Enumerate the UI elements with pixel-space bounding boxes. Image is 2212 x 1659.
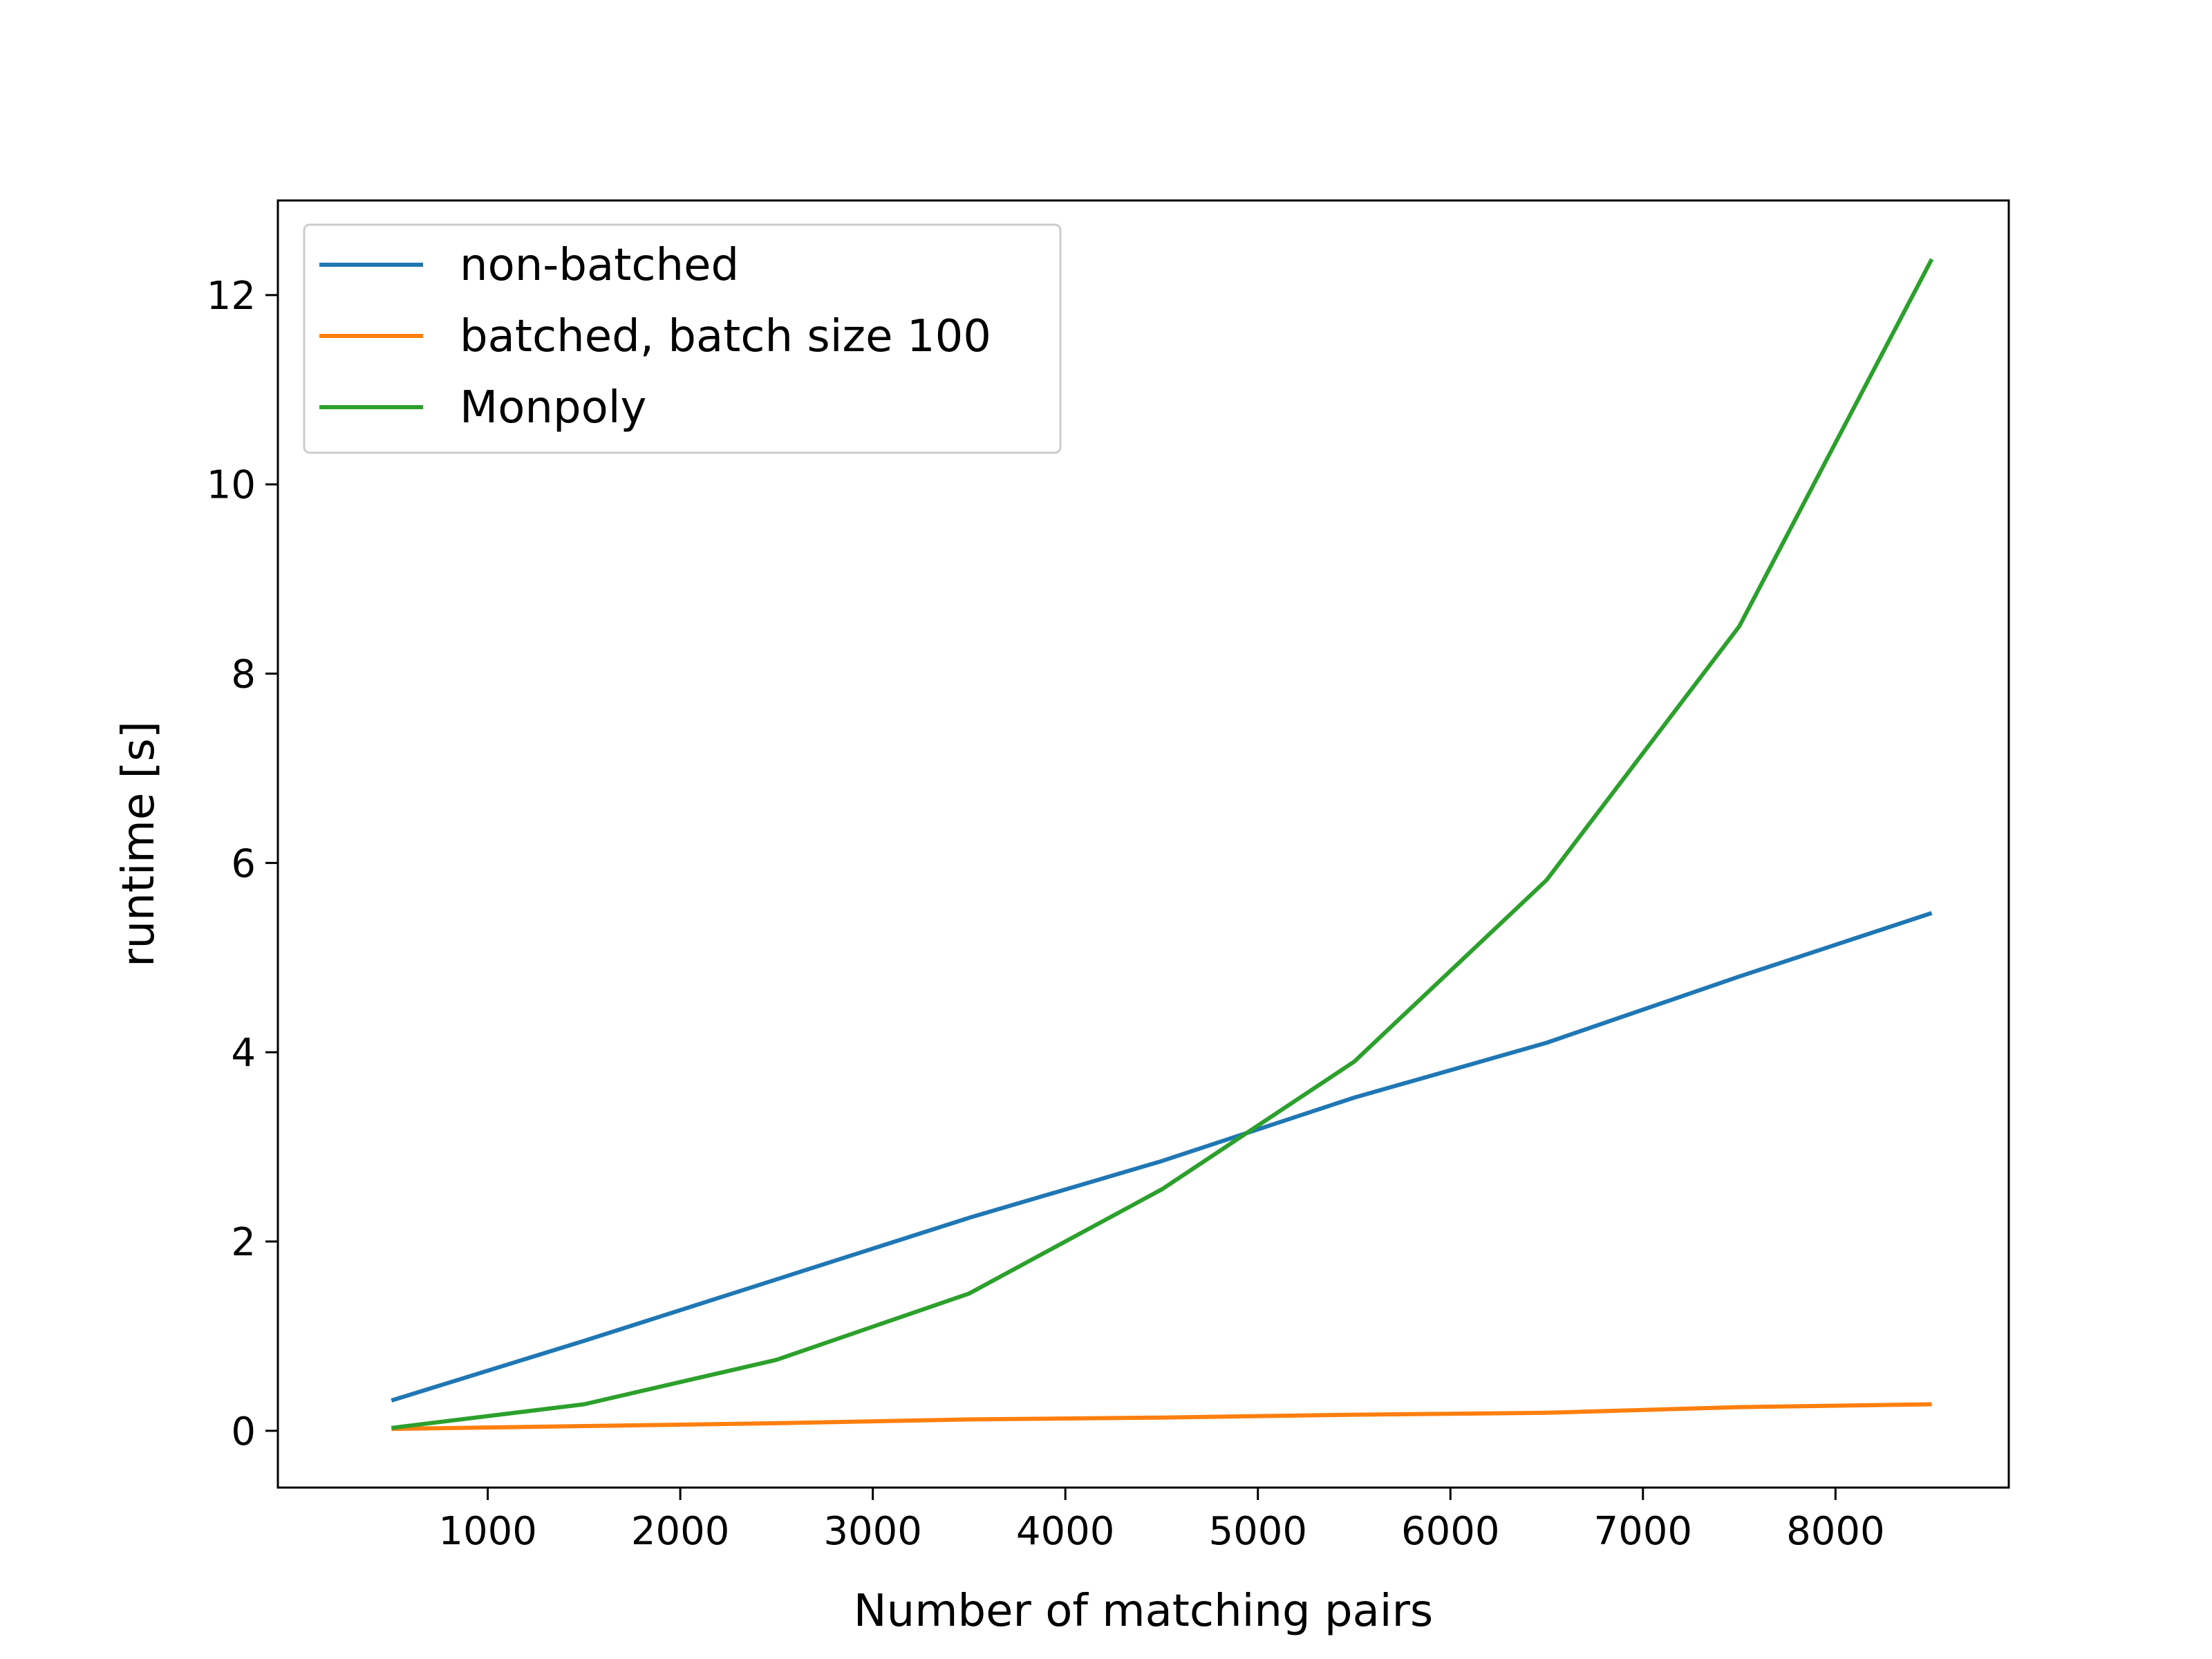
y-tick-label: 0 bbox=[231, 1409, 256, 1454]
y-tick-label: 12 bbox=[207, 274, 256, 319]
x-tick-label: 7000 bbox=[1594, 1509, 1693, 1554]
x-tick-label: 8000 bbox=[1786, 1509, 1885, 1554]
x-tick-label: 5000 bbox=[1208, 1509, 1307, 1554]
series-line bbox=[391, 911, 1933, 1403]
x-tick-label: 1000 bbox=[438, 1509, 537, 1554]
legend-box bbox=[303, 223, 1062, 454]
y-tick-label: 10 bbox=[207, 463, 256, 508]
legend: non-batched batched, batch size 100 Monpol… bbox=[303, 223, 1062, 454]
plot-lines bbox=[391, 258, 1934, 1432]
y-tick-label: 6 bbox=[231, 841, 256, 886]
y-tick-label: 2 bbox=[231, 1220, 256, 1265]
x-axis-ticks: 1000 2000 3000 4000 5000 6000 7000 8000 bbox=[438, 1488, 1885, 1554]
legend-label: Monpoly bbox=[460, 382, 646, 433]
series-line bbox=[391, 1402, 1932, 1432]
legend-label: batched, batch size 100 bbox=[460, 311, 991, 362]
x-tick-label: 4000 bbox=[1016, 1509, 1115, 1554]
legend-label: non-batched bbox=[460, 240, 739, 291]
series-line bbox=[391, 258, 1934, 1430]
plot-frame bbox=[276, 199, 2010, 1489]
x-tick-label: 3000 bbox=[823, 1509, 922, 1554]
y-tick-label: 8 bbox=[231, 653, 256, 697]
y-tick-label: 4 bbox=[231, 1031, 256, 1076]
y-axis-ticks: 0 2 4 6 8 10 12 bbox=[207, 274, 278, 1454]
x-tick-label: 6000 bbox=[1401, 1509, 1500, 1554]
x-tick-label: 2000 bbox=[631, 1509, 730, 1554]
y-axis-label: runtime [s] bbox=[113, 721, 165, 967]
x-axis-label: Number of matching pairs bbox=[854, 1586, 1433, 1637]
